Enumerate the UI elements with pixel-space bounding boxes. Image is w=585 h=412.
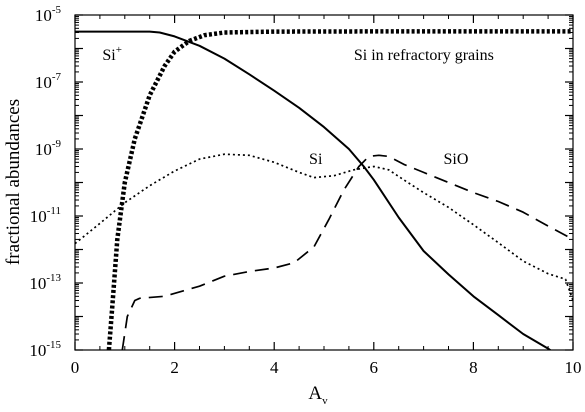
y-tick-label: 10-11 — [30, 205, 61, 226]
y-ticks: 10-15 10-13 10-11 10-9 10-7 10-5 — [29, 4, 573, 360]
y-tick-label: 10-9 — [35, 138, 62, 159]
series-si-in-refractory-grains-line — [106, 29, 573, 350]
series-curves — [75, 29, 573, 350]
label-sio: SiO — [444, 151, 469, 168]
x-tick-label: 4 — [270, 358, 279, 377]
series-si-line — [75, 153, 573, 301]
x-tick-label: 2 — [170, 358, 179, 377]
x-tick-label: 0 — [71, 358, 80, 377]
plot-frame — [74, 14, 574, 351]
y-tick-label: 10-7 — [35, 71, 62, 92]
x-tick-label: 8 — [469, 358, 478, 377]
y-tick-label: 10-13 — [29, 272, 61, 293]
series-si--line — [75, 30, 552, 350]
y-tick-label: 10-5 — [35, 4, 62, 25]
x-tick-label: 10 — [565, 358, 582, 377]
label-si-plus: Si+ — [102, 44, 122, 64]
y-tick-label: 10-15 — [29, 339, 61, 360]
label-si-grains: Si in refractory grains — [354, 47, 494, 64]
y-axis-label: fractional abundances — [3, 99, 24, 265]
x-axis-label: Av — [308, 383, 328, 407]
x-ticks: 0 2 4 6 8 10 — [71, 15, 582, 377]
label-si: Si — [309, 151, 323, 168]
x-tick-label: 6 — [370, 358, 379, 377]
curve-annotations: Si+ Si in refractory grains Si SiO — [102, 44, 493, 168]
